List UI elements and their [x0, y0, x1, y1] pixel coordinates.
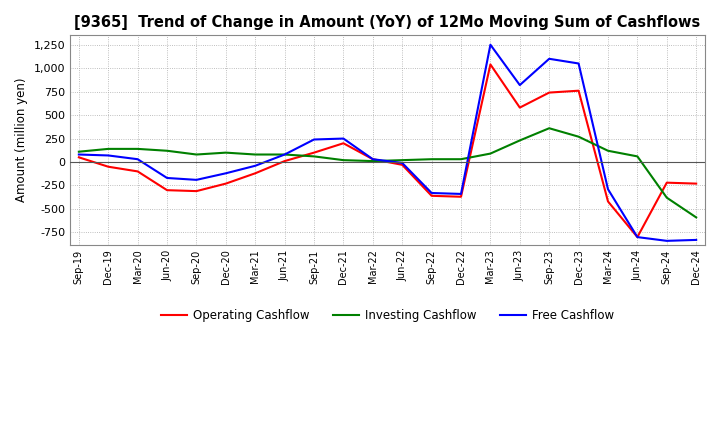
Free Cashflow	[133, 157, 142, 162]
Free Cashflow	[633, 235, 642, 240]
Investing Cashflow	[222, 150, 230, 155]
Investing Cashflow	[339, 158, 348, 163]
Free Cashflow	[222, 171, 230, 176]
Free Cashflow	[662, 238, 671, 243]
Investing Cashflow	[192, 152, 201, 157]
Free Cashflow	[456, 191, 465, 197]
Operating Cashflow	[192, 188, 201, 194]
Free Cashflow	[398, 160, 407, 165]
Operating Cashflow	[398, 162, 407, 168]
Operating Cashflow	[280, 158, 289, 164]
Operating Cashflow	[456, 194, 465, 199]
Operating Cashflow	[222, 181, 230, 186]
Investing Cashflow	[104, 146, 112, 151]
Operating Cashflow	[575, 88, 583, 93]
Operating Cashflow	[251, 171, 259, 176]
Y-axis label: Amount (million yen): Amount (million yen)	[15, 78, 28, 202]
Free Cashflow	[603, 187, 612, 192]
Investing Cashflow	[692, 215, 701, 220]
Investing Cashflow	[633, 154, 642, 159]
Line: Operating Cashflow: Operating Cashflow	[79, 64, 696, 237]
Legend: Operating Cashflow, Investing Cashflow, Free Cashflow: Operating Cashflow, Investing Cashflow, …	[156, 304, 618, 326]
Investing Cashflow	[280, 152, 289, 157]
Operating Cashflow	[692, 181, 701, 186]
Operating Cashflow	[104, 164, 112, 169]
Free Cashflow	[75, 152, 84, 157]
Investing Cashflow	[251, 152, 259, 157]
Line: Free Cashflow: Free Cashflow	[79, 45, 696, 241]
Free Cashflow	[575, 61, 583, 66]
Operating Cashflow	[163, 187, 171, 193]
Investing Cashflow	[163, 148, 171, 154]
Free Cashflow	[104, 153, 112, 158]
Operating Cashflow	[369, 157, 377, 162]
Investing Cashflow	[545, 125, 554, 131]
Operating Cashflow	[339, 141, 348, 146]
Title: [9365]  Trend of Change in Amount (YoY) of 12Mo Moving Sum of Cashflows: [9365] Trend of Change in Amount (YoY) o…	[74, 15, 701, 30]
Investing Cashflow	[75, 149, 84, 154]
Free Cashflow	[486, 42, 495, 48]
Operating Cashflow	[310, 150, 318, 155]
Investing Cashflow	[575, 134, 583, 139]
Free Cashflow	[545, 56, 554, 62]
Investing Cashflow	[427, 157, 436, 162]
Investing Cashflow	[398, 158, 407, 163]
Free Cashflow	[516, 82, 524, 88]
Investing Cashflow	[662, 195, 671, 200]
Operating Cashflow	[427, 193, 436, 198]
Investing Cashflow	[310, 154, 318, 159]
Investing Cashflow	[369, 158, 377, 164]
Free Cashflow	[369, 157, 377, 162]
Operating Cashflow	[603, 199, 612, 204]
Investing Cashflow	[456, 157, 465, 162]
Investing Cashflow	[516, 138, 524, 143]
Free Cashflow	[339, 136, 348, 141]
Free Cashflow	[310, 137, 318, 142]
Operating Cashflow	[75, 155, 84, 160]
Free Cashflow	[427, 191, 436, 196]
Operating Cashflow	[486, 62, 495, 67]
Operating Cashflow	[133, 169, 142, 174]
Investing Cashflow	[133, 146, 142, 151]
Operating Cashflow	[545, 90, 554, 95]
Free Cashflow	[280, 152, 289, 157]
Free Cashflow	[163, 175, 171, 180]
Free Cashflow	[192, 177, 201, 183]
Investing Cashflow	[486, 151, 495, 156]
Operating Cashflow	[633, 235, 642, 240]
Operating Cashflow	[516, 105, 524, 110]
Investing Cashflow	[603, 148, 612, 154]
Free Cashflow	[251, 163, 259, 169]
Line: Investing Cashflow: Investing Cashflow	[79, 128, 696, 217]
Operating Cashflow	[662, 180, 671, 185]
Free Cashflow	[692, 237, 701, 242]
